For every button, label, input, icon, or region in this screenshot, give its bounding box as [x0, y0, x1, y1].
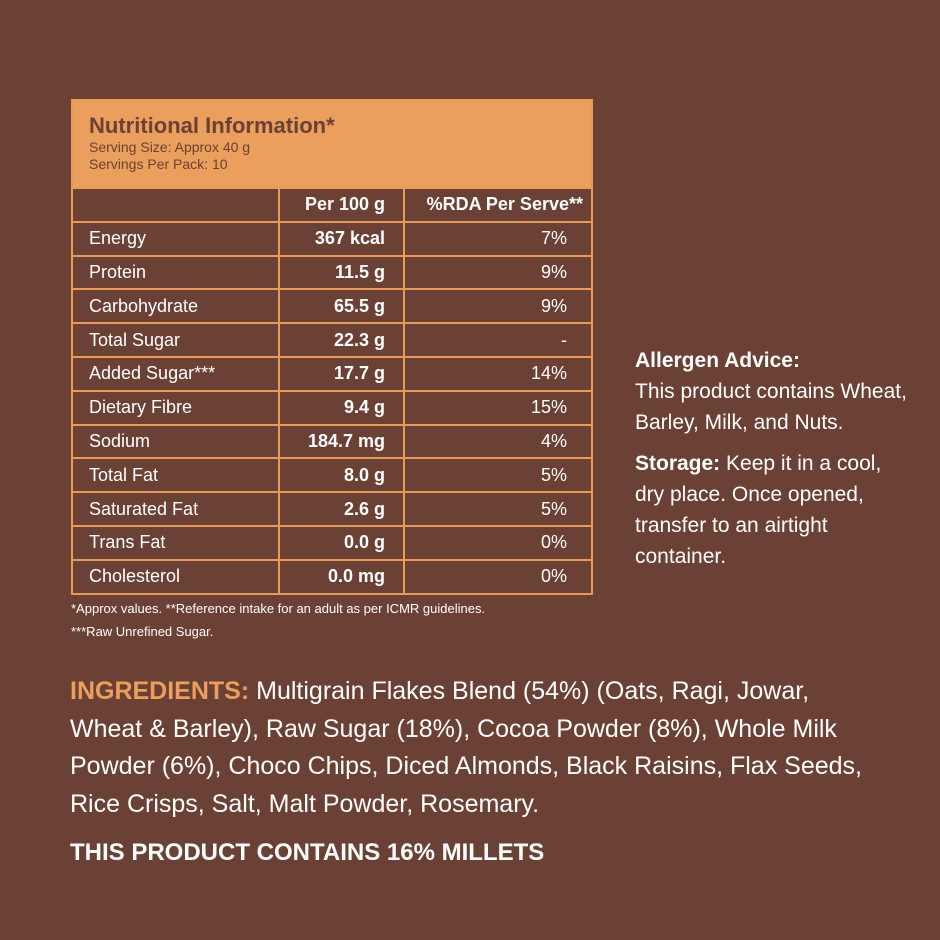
nutrient-name: Total Fat: [73, 459, 280, 492]
nutrient-rda: 9%: [540, 295, 567, 316]
footnotes: *Approx values. **Reference intake for a…: [71, 597, 485, 643]
side-info: Allergen Advice: This product contains Wh…: [635, 345, 915, 582]
ingredients-label: INGREDIENTS:: [70, 677, 250, 705]
nutrient-rda: 4%: [540, 430, 567, 451]
nutrient-name: Carbohydrate: [73, 290, 280, 323]
nutrient-name: Energy: [73, 222, 280, 255]
nutrition-title: Nutritional Information*: [89, 113, 335, 138]
storage-advice: Storage: Keep it in a cool, dry place. O…: [635, 448, 915, 572]
nutrient-rda: 15%: [530, 397, 567, 418]
nutrient-row: Added Sugar*** 17.7 g 14%: [73, 355, 591, 390]
nutrient-per100: 17.7 g: [280, 357, 405, 390]
nutrient-per100: 65.5 g: [280, 290, 405, 323]
nutrition-header: Nutritional Information* Serving Size: A…: [73, 101, 591, 187]
header-rda: %RDA Per Serve**: [426, 194, 583, 215]
nutrient-row: Carbohydrate 65.5 g 9%: [73, 288, 591, 323]
nutrient-rda: 14%: [530, 363, 567, 384]
nutrient-name: Saturated Fat: [73, 493, 280, 525]
nutrient-per100: 0.0 mg: [280, 560, 405, 593]
nutrient-rda: 0%: [540, 532, 567, 553]
nutrient-rda: 0%: [540, 566, 567, 587]
nutrient-per100: 9.4 g: [280, 391, 405, 424]
nutrient-name: Sodium: [73, 425, 280, 458]
nutrient-per100: 11.5 g: [280, 256, 405, 289]
nutrient-per100: 22.3 g: [280, 324, 405, 356]
serving-size: Serving Size: Approx 40 g: [89, 139, 251, 155]
nutrient-rda: -: [561, 329, 567, 350]
nutrient-row: Dietary Fibre 9.4 g 15%: [73, 389, 591, 424]
header-per100: Per 100 g: [280, 189, 405, 221]
nutrient-row: Protein 11.5 g 9%: [73, 254, 591, 289]
nutrient-name: Cholesterol: [73, 560, 280, 593]
allergen-text: This product contains Wheat, Barley, Mil…: [635, 380, 907, 434]
nutrient-row: Cholesterol 0.0 mg 0%: [73, 558, 591, 593]
nutrient-rda: 7%: [540, 228, 567, 249]
nutrient-name: Total Sugar: [73, 324, 280, 356]
nutrient-per100: 367 kcal: [280, 222, 405, 255]
nutrition-table: Nutritional Information* Serving Size: A…: [71, 99, 593, 595]
millets-claim: THIS PRODUCT CONTAINS 16% MILLETS: [70, 839, 545, 866]
header-blank: [73, 189, 280, 221]
nutrient-row: Sodium 184.7 mg 4%: [73, 423, 591, 458]
storage-label: Storage:: [635, 452, 721, 475]
nutrient-per100: 0.0 g: [280, 526, 405, 559]
nutrient-per100: 184.7 mg: [280, 425, 405, 458]
nutrient-row: Saturated Fat 2.6 g 5%: [73, 491, 591, 525]
nutrient-rda: 5%: [540, 464, 567, 485]
ingredients-text: Multigrain Flakes Blend (54%) (Oats, Rag…: [70, 677, 862, 818]
servings-per-pack: Servings Per Pack: 10: [89, 156, 228, 172]
nutrient-per100: 8.0 g: [280, 459, 405, 492]
ingredients: INGREDIENTS: Multigrain Flakes Blend (54…: [70, 673, 870, 823]
nutrient-row: Energy 367 kcal 7%: [73, 220, 591, 255]
nutrient-name: Protein: [73, 256, 280, 289]
nutrient-rda: 9%: [540, 261, 567, 282]
nutrient-row: Trans Fat 0.0 g 0%: [73, 524, 591, 559]
nutrient-row: Total Sugar 22.3 g -: [73, 322, 591, 356]
nutrient-rda: 5%: [540, 498, 567, 519]
allergen-label: Allergen Advice:: [635, 349, 800, 372]
nutrient-name: Added Sugar***: [73, 357, 280, 390]
nutrient-per100: 2.6 g: [280, 493, 405, 525]
column-header-row: Per 100 g %RDA Per Serve**: [73, 187, 591, 221]
allergen-advice: Allergen Advice: This product contains Wh…: [635, 345, 915, 438]
nutrient-name: Dietary Fibre: [73, 391, 280, 424]
footnote-1: *Approx values. **Reference intake for a…: [71, 601, 486, 616]
nutrient-row: Total Fat 8.0 g 5%: [73, 457, 591, 492]
storage-text: Keep it in a cool, dry place. Once opene…: [635, 452, 882, 568]
nutrient-name: Trans Fat: [73, 526, 280, 559]
footnote-2: ***Raw Unrefined Sugar.: [71, 624, 214, 639]
